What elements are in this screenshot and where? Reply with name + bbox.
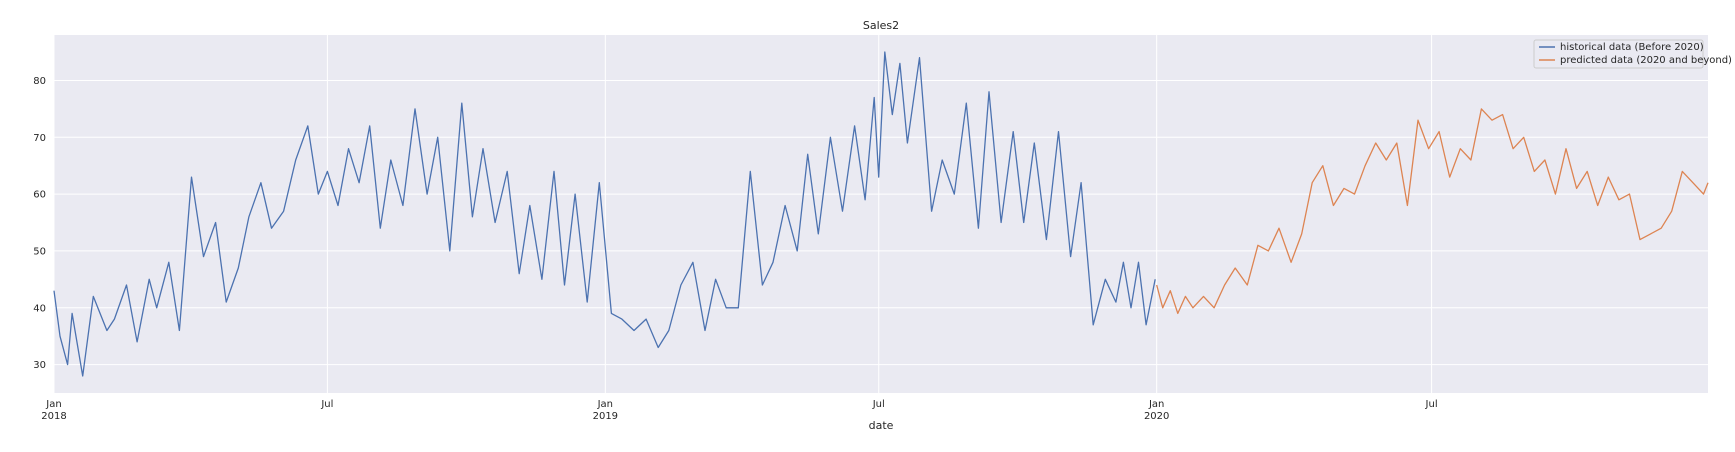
legend-box [1533, 39, 1704, 69]
y-tick-label: 40 [33, 303, 46, 314]
x-tick-label: Jul [320, 399, 333, 410]
x-tick-label: Jan [45, 399, 61, 410]
series-line-historical [53, 51, 1156, 377]
series-layer [53, 51, 1709, 377]
y-tick-label: 80 [33, 76, 46, 87]
y-tick-label: 70 [33, 133, 46, 144]
plot-background [54, 35, 1708, 393]
x-tick-label: Jan [597, 399, 613, 410]
y-axis-ticks: 30 40 50 60 70 80 [33, 76, 46, 371]
series-line-predicted [1156, 108, 1709, 315]
y-tick-label: 50 [33, 246, 46, 257]
legend-label-historical: historical data (Before 2020) [1560, 42, 1704, 53]
x-tick-year-label: 2018 [41, 411, 66, 422]
x-tick-label: Jan [1148, 399, 1164, 410]
chart-title: Sales2 [863, 19, 899, 32]
legend: historical data (Before 2020) predicted … [1533, 39, 1732, 69]
y-tick-label: 30 [33, 360, 46, 371]
y-tick-label: 60 [33, 190, 46, 201]
x-tick-label: Jul [1425, 399, 1438, 410]
legend-label-predicted: predicted data (2020 and beyond) [1560, 55, 1732, 66]
x-tick-year-label: 2019 [593, 411, 618, 422]
x-tick-label: Jul [872, 399, 885, 410]
x-axis-label: date [869, 419, 894, 432]
x-tick-year-label: 2020 [1144, 411, 1169, 422]
